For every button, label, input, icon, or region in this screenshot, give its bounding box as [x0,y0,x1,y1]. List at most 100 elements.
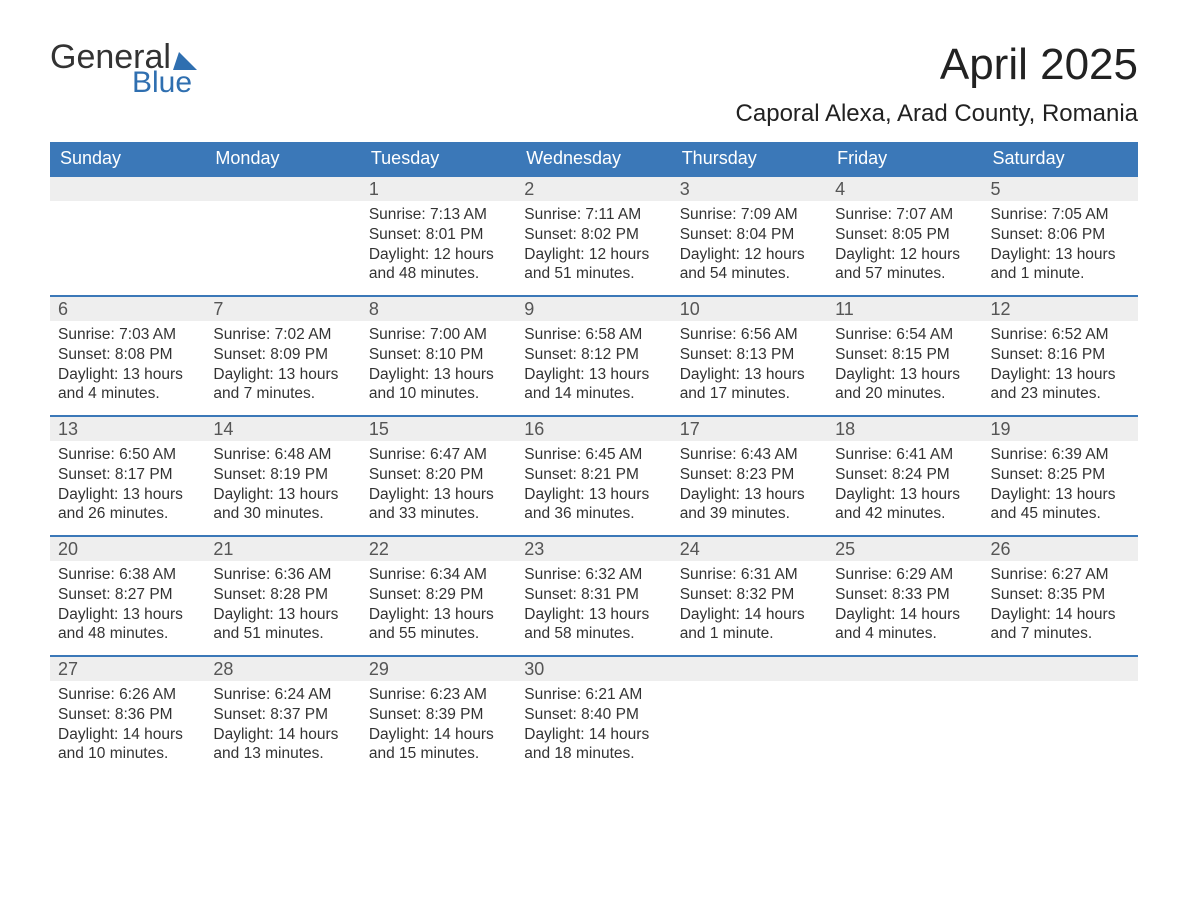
day-body [205,201,360,213]
day-number: 3 [672,177,827,201]
day-body: Sunrise: 6:38 AMSunset: 8:27 PMDaylight:… [50,561,205,652]
day-body [827,681,982,693]
day-cell: 16Sunrise: 6:45 AMSunset: 8:21 PMDayligh… [516,417,671,535]
day-cell: 9Sunrise: 6:58 AMSunset: 8:12 PMDaylight… [516,297,671,415]
sunset-text: Sunset: 8:15 PM [835,345,974,365]
daylight-text: Daylight: 14 hours and 1 minute. [680,605,819,645]
daylight-text: Daylight: 13 hours and 45 minutes. [991,485,1130,525]
day-cell: 29Sunrise: 6:23 AMSunset: 8:39 PMDayligh… [361,657,516,775]
sunrise-text: Sunrise: 6:56 AM [680,325,819,345]
day-number: 17 [672,417,827,441]
sunset-text: Sunset: 8:29 PM [369,585,508,605]
day-body: Sunrise: 6:54 AMSunset: 8:15 PMDaylight:… [827,321,982,412]
weekday-header: Monday [205,142,360,175]
sunrise-text: Sunrise: 6:39 AM [991,445,1130,465]
day-cell: 14Sunrise: 6:48 AMSunset: 8:19 PMDayligh… [205,417,360,535]
day-number [983,657,1138,681]
sunrise-text: Sunrise: 7:13 AM [369,205,508,225]
day-cell: 4Sunrise: 7:07 AMSunset: 8:05 PMDaylight… [827,177,982,295]
day-body: Sunrise: 6:58 AMSunset: 8:12 PMDaylight:… [516,321,671,412]
day-cell: 6Sunrise: 7:03 AMSunset: 8:08 PMDaylight… [50,297,205,415]
day-number: 20 [50,537,205,561]
sunset-text: Sunset: 8:16 PM [991,345,1130,365]
sunrise-text: Sunrise: 6:21 AM [524,685,663,705]
daylight-text: Daylight: 13 hours and 30 minutes. [213,485,352,525]
day-cell: 30Sunrise: 6:21 AMSunset: 8:40 PMDayligh… [516,657,671,775]
day-number: 10 [672,297,827,321]
sunset-text: Sunset: 8:13 PM [680,345,819,365]
day-cell: 7Sunrise: 7:02 AMSunset: 8:09 PMDaylight… [205,297,360,415]
daylight-text: Daylight: 14 hours and 15 minutes. [369,725,508,765]
daylight-text: Daylight: 13 hours and 36 minutes. [524,485,663,525]
day-number: 23 [516,537,671,561]
sunrise-text: Sunrise: 6:29 AM [835,565,974,585]
day-number: 18 [827,417,982,441]
weekday-header: Wednesday [516,142,671,175]
day-number [672,657,827,681]
sunrise-text: Sunrise: 6:36 AM [213,565,352,585]
day-number: 12 [983,297,1138,321]
day-number: 27 [50,657,205,681]
day-cell: 21Sunrise: 6:36 AMSunset: 8:28 PMDayligh… [205,537,360,655]
day-number [50,177,205,201]
daylight-text: Daylight: 13 hours and 7 minutes. [213,365,352,405]
page-header: General Blue April 2025 Caporal Alexa, A… [50,40,1138,128]
daylight-text: Daylight: 13 hours and 1 minute. [991,245,1130,285]
sunset-text: Sunset: 8:17 PM [58,465,197,485]
day-body: Sunrise: 6:32 AMSunset: 8:31 PMDaylight:… [516,561,671,652]
day-number: 21 [205,537,360,561]
daylight-text: Daylight: 14 hours and 7 minutes. [991,605,1130,645]
sunrise-text: Sunrise: 6:23 AM [369,685,508,705]
day-cell: 11Sunrise: 6:54 AMSunset: 8:15 PMDayligh… [827,297,982,415]
sunrise-text: Sunrise: 6:27 AM [991,565,1130,585]
sunrise-text: Sunrise: 7:05 AM [991,205,1130,225]
daylight-text: Daylight: 14 hours and 18 minutes. [524,725,663,765]
day-body: Sunrise: 6:31 AMSunset: 8:32 PMDaylight:… [672,561,827,652]
week-row: 13Sunrise: 6:50 AMSunset: 8:17 PMDayligh… [50,415,1138,535]
sunrise-text: Sunrise: 7:02 AM [213,325,352,345]
day-number: 2 [516,177,671,201]
day-body: Sunrise: 7:13 AMSunset: 8:01 PMDaylight:… [361,201,516,292]
sunrise-text: Sunrise: 6:32 AM [524,565,663,585]
day-body: Sunrise: 6:27 AMSunset: 8:35 PMDaylight:… [983,561,1138,652]
sunrise-text: Sunrise: 6:34 AM [369,565,508,585]
day-cell: 18Sunrise: 6:41 AMSunset: 8:24 PMDayligh… [827,417,982,535]
sunset-text: Sunset: 8:08 PM [58,345,197,365]
day-number: 24 [672,537,827,561]
day-body: Sunrise: 7:02 AMSunset: 8:09 PMDaylight:… [205,321,360,412]
day-number: 11 [827,297,982,321]
sunset-text: Sunset: 8:10 PM [369,345,508,365]
sunset-text: Sunset: 8:20 PM [369,465,508,485]
daylight-text: Daylight: 13 hours and 55 minutes. [369,605,508,645]
day-cell: 26Sunrise: 6:27 AMSunset: 8:35 PMDayligh… [983,537,1138,655]
day-cell: 2Sunrise: 7:11 AMSunset: 8:02 PMDaylight… [516,177,671,295]
week-row: 27Sunrise: 6:26 AMSunset: 8:36 PMDayligh… [50,655,1138,775]
location: Caporal Alexa, Arad County, Romania [736,100,1138,128]
day-cell: 5Sunrise: 7:05 AMSunset: 8:06 PMDaylight… [983,177,1138,295]
weeks-container: 1Sunrise: 7:13 AMSunset: 8:01 PMDaylight… [50,175,1138,775]
day-number: 6 [50,297,205,321]
sunrise-text: Sunrise: 6:31 AM [680,565,819,585]
sunset-text: Sunset: 8:19 PM [213,465,352,485]
day-body: Sunrise: 6:50 AMSunset: 8:17 PMDaylight:… [50,441,205,532]
day-cell [205,177,360,295]
day-cell: 15Sunrise: 6:47 AMSunset: 8:20 PMDayligh… [361,417,516,535]
daylight-text: Daylight: 13 hours and 39 minutes. [680,485,819,525]
sunrise-text: Sunrise: 6:54 AM [835,325,974,345]
day-body [983,681,1138,693]
day-cell: 1Sunrise: 7:13 AMSunset: 8:01 PMDaylight… [361,177,516,295]
day-number [827,657,982,681]
sunrise-text: Sunrise: 7:11 AM [524,205,663,225]
week-row: 20Sunrise: 6:38 AMSunset: 8:27 PMDayligh… [50,535,1138,655]
day-cell: 28Sunrise: 6:24 AMSunset: 8:37 PMDayligh… [205,657,360,775]
week-row: 1Sunrise: 7:13 AMSunset: 8:01 PMDaylight… [50,175,1138,295]
sunset-text: Sunset: 8:24 PM [835,465,974,485]
day-body: Sunrise: 6:26 AMSunset: 8:36 PMDaylight:… [50,681,205,772]
daylight-text: Daylight: 13 hours and 48 minutes. [58,605,197,645]
day-cell: 17Sunrise: 6:43 AMSunset: 8:23 PMDayligh… [672,417,827,535]
sunrise-text: Sunrise: 6:26 AM [58,685,197,705]
daylight-text: Daylight: 14 hours and 13 minutes. [213,725,352,765]
sunrise-text: Sunrise: 6:38 AM [58,565,197,585]
sunset-text: Sunset: 8:21 PM [524,465,663,485]
daylight-text: Daylight: 12 hours and 57 minutes. [835,245,974,285]
